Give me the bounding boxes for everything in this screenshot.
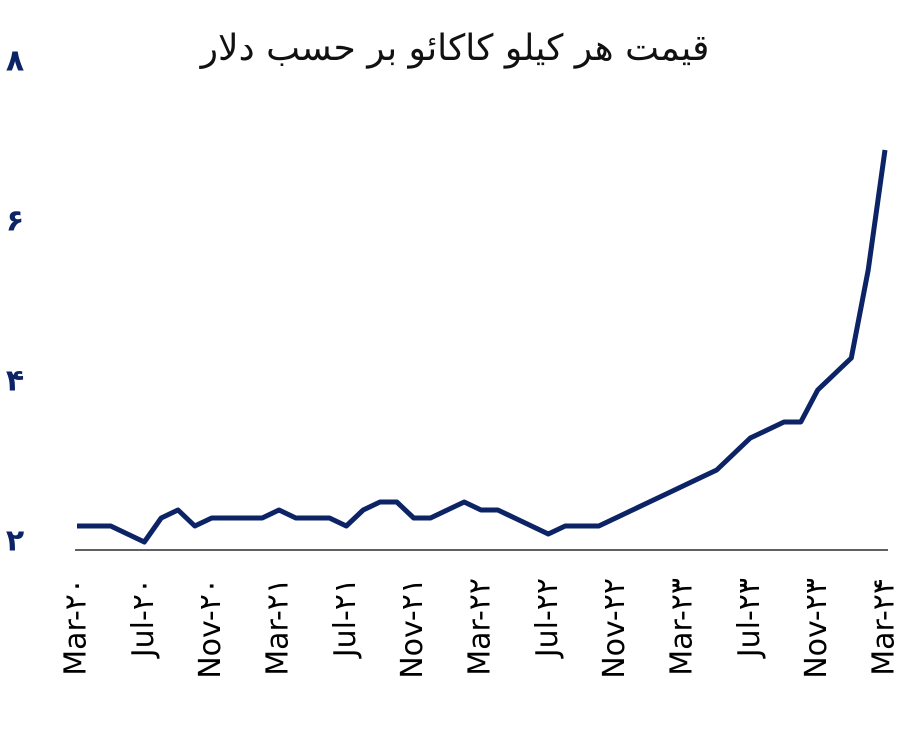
x-tick-label: Nov-۲۱ xyxy=(395,578,430,679)
x-tick-label: Jul-۲۲ xyxy=(530,578,565,659)
price-line xyxy=(77,149,888,545)
y-tick-label: ۶ xyxy=(6,204,24,239)
chart-title: قیمت هر کیلو کاکائو بر حسب دلار xyxy=(199,28,710,69)
y-tick-label: ۲ xyxy=(6,524,24,559)
x-tick-label: Mar-۲۱ xyxy=(261,578,296,676)
x-tick-label: Nov-۲۳ xyxy=(799,578,834,679)
x-tick-label: Nov-۲۲ xyxy=(597,578,632,679)
x-tick-label: Nov-۲۰ xyxy=(193,578,228,679)
x-tick-label: Mar-۲۳ xyxy=(665,578,700,676)
x-tick-label: Mar-۲۴ xyxy=(867,578,902,676)
y-tick-label: ۴ xyxy=(6,364,24,399)
x-tick-label: Jul-۲۱ xyxy=(328,578,363,659)
x-tick-label: Mar-۲۰ xyxy=(59,578,94,676)
x-tick-label: Jul-۲۳ xyxy=(732,578,767,659)
x-tick-label: Mar-۲۲ xyxy=(463,578,498,676)
y-tick-label: ۸ xyxy=(6,44,24,79)
x-tick-label: Jul-۲۰ xyxy=(126,578,161,659)
